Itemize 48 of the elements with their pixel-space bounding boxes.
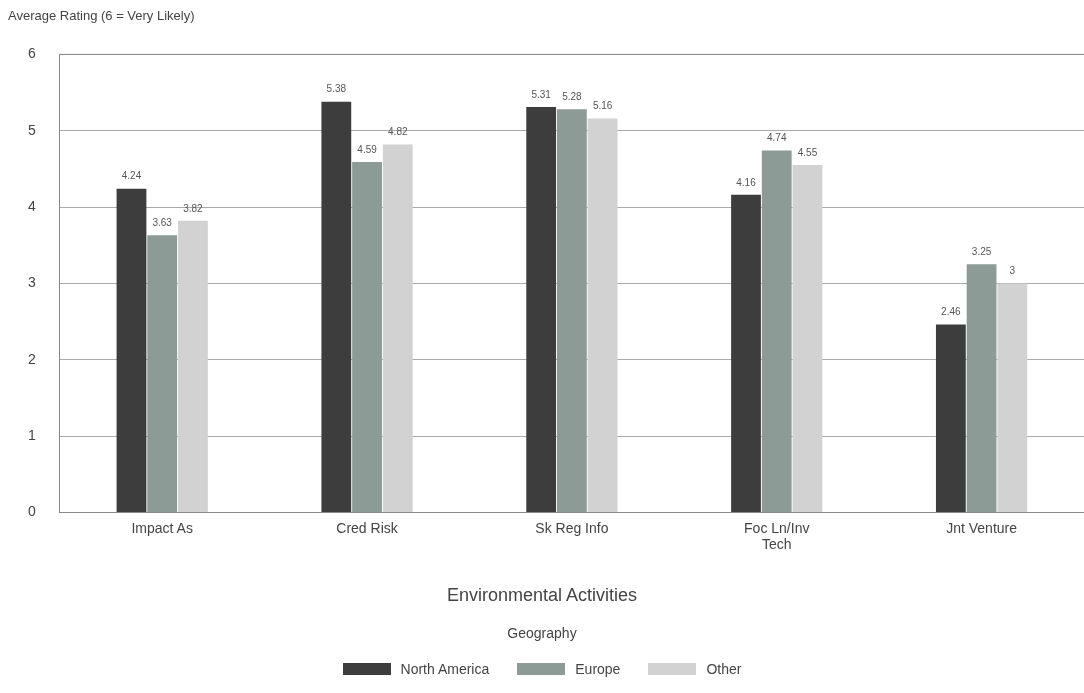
data-label: 2.46 xyxy=(941,306,962,318)
y-tick-label: 2 xyxy=(27,350,36,367)
bar xyxy=(761,150,792,512)
data-label: 3.25 xyxy=(971,246,992,258)
y-axis-title: Average Rating (6 = Very Likely) xyxy=(8,8,195,23)
legend-label: Europe xyxy=(574,661,621,677)
x-axis-title: Environmental Activities xyxy=(445,585,639,606)
bar xyxy=(997,283,1028,512)
x-tick-label: Impact As xyxy=(131,519,193,536)
bar xyxy=(352,162,382,512)
data-label: 4.55 xyxy=(797,146,818,158)
x-tick-label: Cred Risk xyxy=(336,519,399,536)
data-label: 5.28 xyxy=(562,91,583,103)
bar xyxy=(382,144,413,512)
data-label: 5.38 xyxy=(326,83,347,95)
bar xyxy=(556,109,587,512)
bar xyxy=(116,188,147,512)
data-label: 3.82 xyxy=(183,202,204,214)
bar xyxy=(966,264,997,512)
y-tick-label: 3 xyxy=(27,274,36,291)
data-label: 4.82 xyxy=(388,126,408,138)
data-label: 4.24 xyxy=(121,170,142,182)
y-tick-label: 0 xyxy=(27,503,36,520)
data-label: 4.74 xyxy=(767,132,787,144)
legend-title: Geography xyxy=(506,625,578,641)
bar xyxy=(178,220,208,512)
x-tick-label: Sk Reg Info xyxy=(535,519,609,536)
y-tick-label: 5 xyxy=(27,121,36,138)
bar xyxy=(731,194,761,512)
legend-label: Other xyxy=(705,661,742,677)
x-tick-label: Jnt Venture xyxy=(946,519,1018,536)
bar xyxy=(526,107,557,512)
bar xyxy=(321,101,352,512)
bar xyxy=(147,235,178,512)
data-label: 3.63 xyxy=(152,217,173,229)
data-label: 5.16 xyxy=(592,100,613,112)
data-label: 3 xyxy=(1009,265,1016,277)
y-tick-label: 1 xyxy=(27,426,36,443)
y-tick-label: 6 xyxy=(27,45,36,62)
bar xyxy=(935,324,966,512)
x-tick-label: Foc Ln/Inv Tech xyxy=(744,519,810,553)
data-label: 4.16 xyxy=(736,176,757,188)
data-label: 4.59 xyxy=(357,143,378,155)
bar xyxy=(792,165,823,512)
data-label: 5.31 xyxy=(531,88,552,100)
legend-label: North America xyxy=(399,661,490,677)
bar xyxy=(587,118,618,512)
y-tick-label: 4 xyxy=(27,197,36,214)
